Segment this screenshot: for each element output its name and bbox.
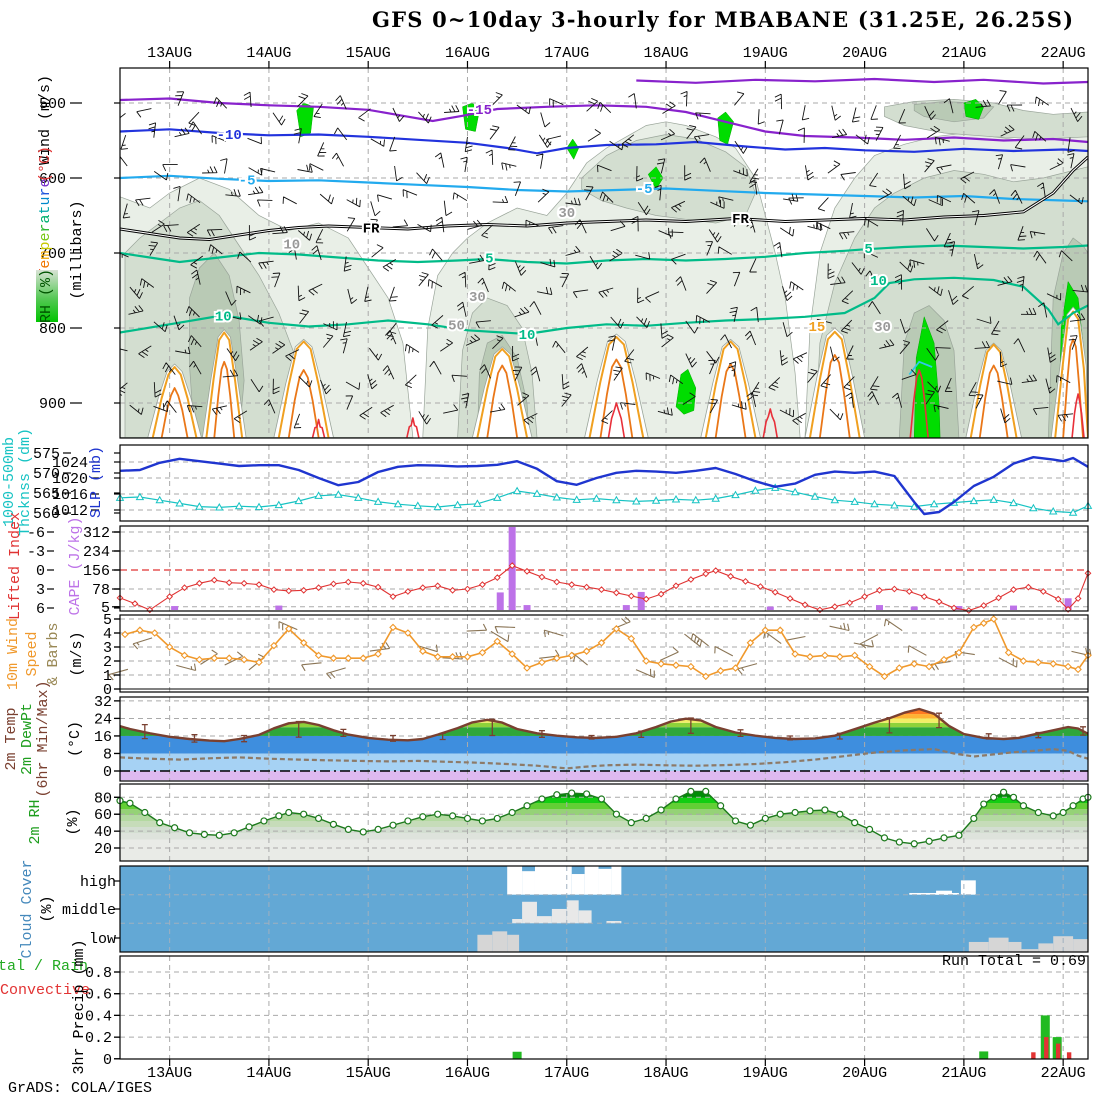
- svg-text:1: 1: [103, 668, 112, 685]
- svg-text:8: 8: [103, 746, 112, 763]
- svg-text:2: 2: [103, 654, 112, 671]
- svg-text:13AUG: 13AUG: [147, 1065, 192, 1082]
- svg-text:3: 3: [103, 640, 112, 657]
- svg-text:10: 10: [870, 274, 887, 290]
- svg-text:-5: -5: [636, 182, 653, 198]
- svg-text:0.4: 0.4: [85, 1008, 112, 1025]
- svg-text:5: 5: [485, 252, 493, 268]
- svg-text:600: 600: [39, 171, 66, 188]
- run-total-text: Run Total = 0.69: [941, 953, 1086, 970]
- svg-text:570: 570: [33, 466, 60, 483]
- svg-text:14AUG: 14AUG: [246, 1065, 291, 1082]
- svg-text:560: 560: [33, 506, 60, 523]
- svg-text:17AUG: 17AUG: [544, 45, 589, 62]
- svg-text:0: 0: [103, 682, 112, 699]
- svg-text:24: 24: [94, 711, 112, 728]
- svg-text:10: 10: [215, 309, 232, 325]
- svg-text:low: low: [89, 931, 116, 948]
- svg-text:FR: FR: [732, 212, 749, 228]
- svg-text:14AUG: 14AUG: [246, 45, 291, 62]
- svg-text:-15: -15: [467, 103, 492, 119]
- svg-text:1020: 1020: [52, 471, 88, 488]
- svg-text:22AUG: 22AUG: [1041, 45, 1086, 62]
- svg-text:16: 16: [94, 729, 112, 746]
- svg-text:20AUG: 20AUG: [842, 45, 887, 62]
- svg-text:30: 30: [469, 290, 486, 306]
- svg-text:0: 0: [103, 764, 112, 781]
- svg-text:78: 78: [92, 582, 110, 599]
- svg-text:16AUG: 16AUG: [445, 1065, 490, 1082]
- svg-text:-3: -3: [27, 544, 45, 561]
- svg-text:20: 20: [94, 841, 112, 858]
- svg-text:500: 500: [39, 96, 66, 113]
- slp-axis-label: SLP (mb): [88, 446, 105, 519]
- svg-text:575: 575: [33, 446, 60, 463]
- svg-text:18AUG: 18AUG: [644, 45, 689, 62]
- svg-text:21AUG: 21AUG: [941, 1065, 986, 1082]
- svg-text:6: 6: [36, 601, 45, 618]
- svg-text:15AUG: 15AUG: [346, 45, 391, 62]
- svg-text:17AUG: 17AUG: [544, 1065, 589, 1082]
- svg-text:0.6: 0.6: [85, 987, 112, 1004]
- svg-text:0.8: 0.8: [85, 965, 112, 982]
- precip-convective-legend: Convective: [0, 982, 91, 999]
- svg-text:-6: -6: [27, 525, 45, 542]
- svg-text:FR: FR: [363, 222, 380, 238]
- svg-text:-5: -5: [239, 174, 256, 190]
- svg-text:high: high: [80, 874, 116, 891]
- svg-text:13AUG: 13AUG: [147, 45, 192, 62]
- svg-text:80: 80: [94, 790, 112, 807]
- svg-text:5: 5: [101, 600, 110, 617]
- svg-text:-10: -10: [217, 128, 242, 144]
- svg-text:19AUG: 19AUG: [743, 45, 788, 62]
- svg-text:middle: middle: [62, 902, 116, 919]
- svg-text:0: 0: [103, 1052, 112, 1069]
- svg-text:15: 15: [809, 320, 826, 336]
- svg-text:3: 3: [36, 582, 45, 599]
- svg-text:1016: 1016: [52, 487, 88, 504]
- svg-text:700: 700: [39, 246, 66, 263]
- svg-text:0: 0: [36, 563, 45, 580]
- precip-total-legend: Total / Rain: [0, 958, 89, 975]
- rh-axis-label: RH (%): [38, 269, 55, 324]
- svg-text:18AUG: 18AUG: [644, 1065, 689, 1082]
- svg-text:1012: 1012: [52, 503, 88, 520]
- precip-axis-label: 3hr Precip (mm): [71, 939, 88, 1075]
- svg-text:20AUG: 20AUG: [842, 1065, 887, 1082]
- svg-text:30: 30: [558, 206, 575, 222]
- svg-text:40: 40: [94, 824, 112, 841]
- millibars-axis-label: (millibars): [69, 200, 86, 300]
- svg-text:312: 312: [83, 525, 110, 542]
- svg-text:19AUG: 19AUG: [743, 1065, 788, 1082]
- svg-text:10: 10: [519, 328, 536, 344]
- svg-text:156: 156: [83, 563, 110, 580]
- svg-text:900: 900: [39, 396, 66, 413]
- svg-text:565: 565: [33, 486, 60, 503]
- svg-text:5: 5: [864, 242, 872, 258]
- svg-text:60: 60: [94, 807, 112, 824]
- svg-text:50: 50: [448, 318, 465, 334]
- svg-text:21AUG: 21AUG: [941, 45, 986, 62]
- svg-text:0.2: 0.2: [85, 1030, 112, 1047]
- rh-gradient-strip: [36, 270, 58, 322]
- grads-footer: GrADS: COLA/IGES: [8, 1080, 153, 1097]
- svg-text:32: 32: [94, 694, 112, 711]
- svg-text:22AUG: 22AUG: [1041, 1065, 1086, 1082]
- svg-text:234: 234: [83, 544, 110, 561]
- svg-text:4: 4: [103, 626, 112, 643]
- svg-text:16AUG: 16AUG: [445, 45, 490, 62]
- svg-text:800: 800: [39, 321, 66, 338]
- svg-text:5: 5: [103, 612, 112, 629]
- chart-title: GFS 0~10day 3-hourly for MBABANE (31.25E…: [372, 7, 1075, 32]
- svg-text:1024: 1024: [52, 455, 88, 472]
- svg-text:10: 10: [283, 237, 300, 253]
- svg-text:30: 30: [874, 320, 891, 336]
- svg-text:15AUG: 15AUG: [346, 1065, 391, 1082]
